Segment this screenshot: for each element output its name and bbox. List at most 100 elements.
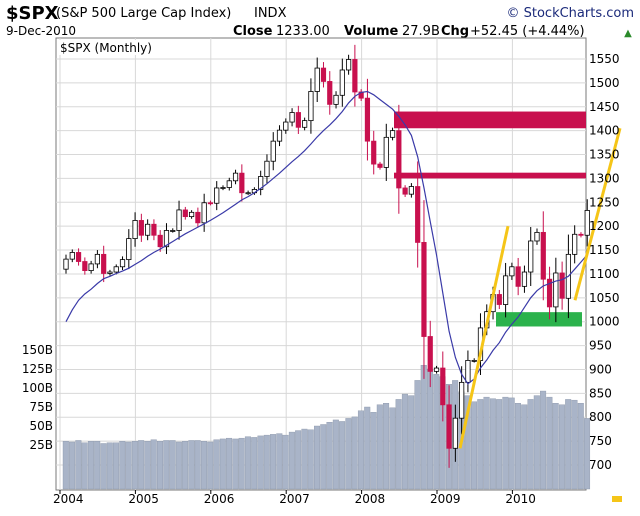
year-label: 2006 (204, 492, 235, 506)
price-tick-label: 1000 (589, 315, 620, 329)
candle-down (182, 209, 188, 218)
candle-up (459, 381, 465, 419)
candle-up (220, 187, 226, 189)
chart-legend: $SPX (Monthly) (60, 41, 152, 55)
volume-bar (125, 441, 132, 490)
volume-tick-label: 75B (29, 400, 53, 414)
candle-up (452, 417, 458, 449)
candle-up (170, 230, 176, 232)
volume-bar (200, 441, 207, 490)
volume-bar (577, 403, 584, 490)
volume-bar (226, 437, 233, 490)
candle-down (364, 97, 371, 142)
volume-tick-label: 100B (22, 381, 53, 395)
candle-up (528, 240, 534, 273)
volume-bar (94, 441, 101, 490)
close-label: Close (233, 24, 273, 39)
candle-up (509, 266, 515, 277)
candle-up (258, 176, 264, 190)
volume-bar (345, 418, 352, 490)
volume-bar (558, 404, 565, 490)
volume-bar (477, 399, 484, 490)
change-value: +52.45 (+4.44%) (470, 24, 585, 39)
volume-bar (270, 434, 277, 490)
volume-bar (489, 398, 496, 490)
candle-up (534, 231, 540, 242)
candle-up (94, 253, 100, 265)
trendline (573, 127, 622, 301)
time-axis: 2004 2005 2006 2007 2008 2009 2010 (53, 490, 536, 506)
price-tick-label: 800 (589, 410, 612, 424)
volume-bar (207, 441, 214, 490)
candle-up (163, 230, 170, 248)
volume-bar (584, 418, 591, 490)
close-value: 1233.00 (276, 24, 330, 39)
candle-down (138, 220, 144, 236)
volume-bar (282, 434, 289, 490)
volume-bar (62, 441, 69, 490)
volume-bar (276, 433, 283, 490)
candle-down (496, 294, 502, 305)
volume-bar (408, 395, 415, 490)
volume-bar (508, 397, 515, 490)
volume-bar (383, 403, 390, 490)
volume-bar (219, 438, 226, 490)
volume-bar (75, 440, 82, 490)
volume-bar (288, 431, 295, 490)
candle-down (446, 404, 452, 449)
volume-bar (238, 437, 245, 490)
volume-bar (414, 380, 421, 490)
legend-box (58, 40, 176, 55)
candle-up (245, 192, 251, 195)
candle-down (440, 367, 446, 406)
volume-bar (351, 416, 358, 490)
price-tick-label: 1300 (589, 171, 620, 185)
volume-bar (163, 440, 170, 490)
candle-up (521, 271, 528, 287)
trendlines (458, 127, 622, 449)
price-tick-label: 700 (589, 458, 612, 472)
change-label: Chg (441, 24, 469, 39)
corner-marker (612, 496, 622, 502)
candle-up (584, 210, 590, 236)
candle-up (88, 263, 94, 271)
candle-up (264, 160, 270, 177)
candle-down (101, 253, 107, 274)
price-tick-label: 900 (589, 362, 612, 376)
candle-up (132, 220, 138, 239)
volume-bar (150, 439, 157, 490)
resistance-zone (394, 111, 586, 129)
candle-up (119, 259, 126, 268)
volume-bar (339, 421, 346, 490)
candle-up (283, 121, 289, 131)
volume-bar (100, 443, 107, 490)
volume-bar (483, 396, 490, 490)
candle-up (232, 172, 239, 182)
volume-bar (357, 410, 364, 490)
candle-down (239, 172, 245, 194)
volume-bar (131, 441, 138, 490)
volume-bar (376, 404, 383, 490)
volume-bar (471, 401, 478, 490)
source-credit: © StockCharts.com (506, 6, 634, 21)
candle-down (559, 272, 565, 299)
volume-bar (182, 441, 189, 490)
volume-bar (320, 424, 327, 490)
volume-label: Volume (344, 24, 399, 39)
candle-up (408, 186, 415, 195)
candle-down (515, 266, 521, 287)
candle-down (371, 140, 377, 165)
candle-down (352, 59, 358, 93)
volume-bar (188, 440, 195, 490)
candle-up (553, 272, 559, 308)
volume-bar (571, 399, 578, 490)
volume-bar (565, 399, 572, 490)
volume-bar (119, 441, 126, 490)
candle-up (270, 140, 276, 162)
candle-down (377, 163, 383, 168)
volume-bar (87, 441, 94, 490)
volume-axis: 25B 50B 75B 100B 125B 150B (22, 343, 53, 452)
year-label: 2004 (53, 492, 84, 506)
price-tick-label: 1200 (589, 219, 620, 233)
candle-up (188, 211, 195, 218)
